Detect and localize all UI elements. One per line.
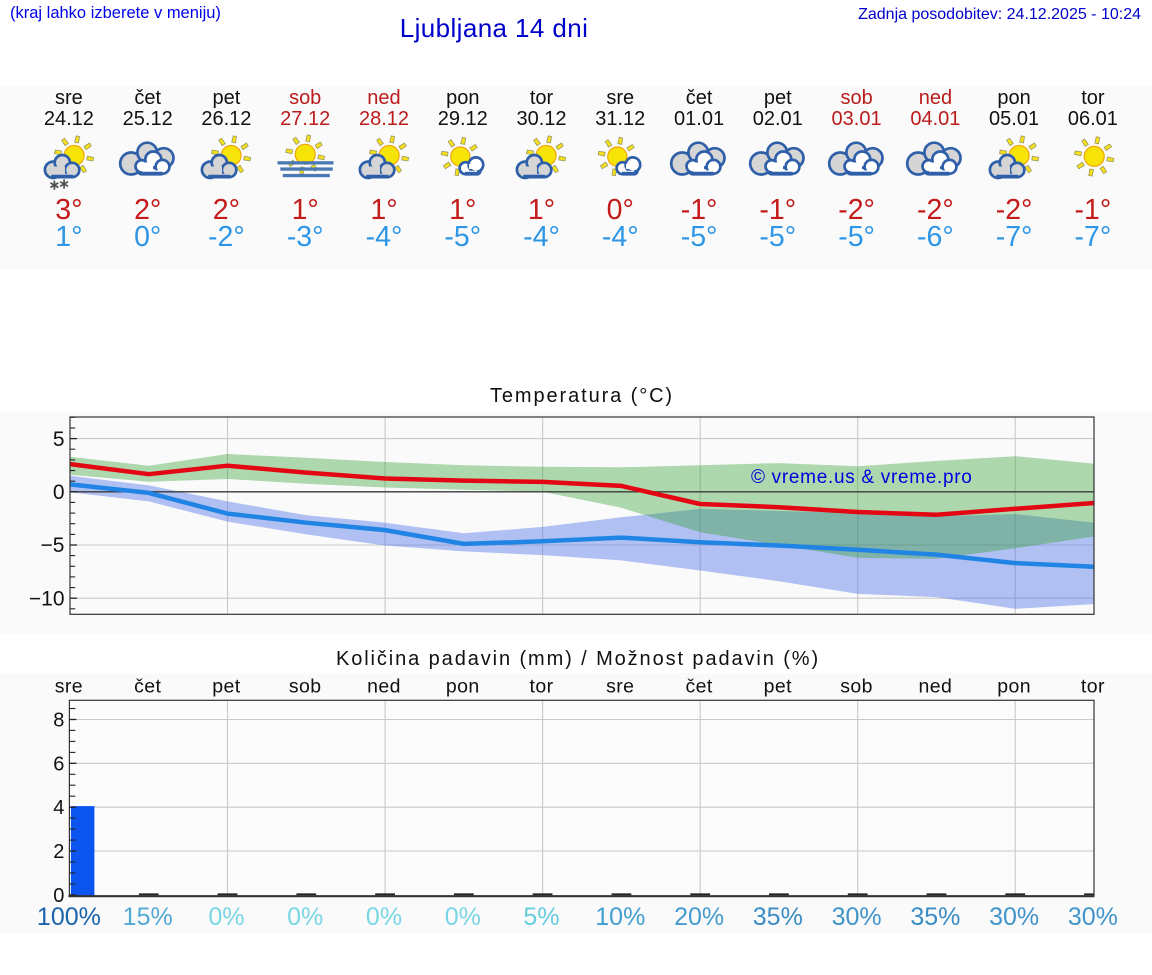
svg-text:pon: pon xyxy=(997,676,1031,698)
svg-text:5: 5 xyxy=(53,428,65,451)
svg-text:tor: tor xyxy=(1081,676,1105,698)
svg-text:0: 0 xyxy=(53,481,65,504)
svg-text:sre: sre xyxy=(606,676,634,698)
svg-text:8: 8 xyxy=(53,710,64,732)
svg-text:čet: čet xyxy=(134,676,161,698)
svg-text:−10: −10 xyxy=(29,587,65,610)
svg-text:ned: ned xyxy=(367,676,401,698)
svg-text:4: 4 xyxy=(53,797,64,819)
svg-text:pet: pet xyxy=(212,676,240,698)
svg-text:tor: tor xyxy=(530,676,554,698)
svg-text:sre: sre xyxy=(55,676,83,698)
svg-text:sob: sob xyxy=(289,676,322,698)
svg-text:ned: ned xyxy=(919,676,953,698)
svg-text:pet: pet xyxy=(764,676,792,698)
svg-text:sob: sob xyxy=(840,676,873,698)
svg-text:−5: −5 xyxy=(41,534,65,557)
svg-text:2: 2 xyxy=(53,841,64,863)
svg-text:6: 6 xyxy=(53,753,64,775)
svg-text:čet: čet xyxy=(685,676,712,698)
svg-text:0: 0 xyxy=(53,885,64,907)
svg-text:pon: pon xyxy=(446,676,480,698)
